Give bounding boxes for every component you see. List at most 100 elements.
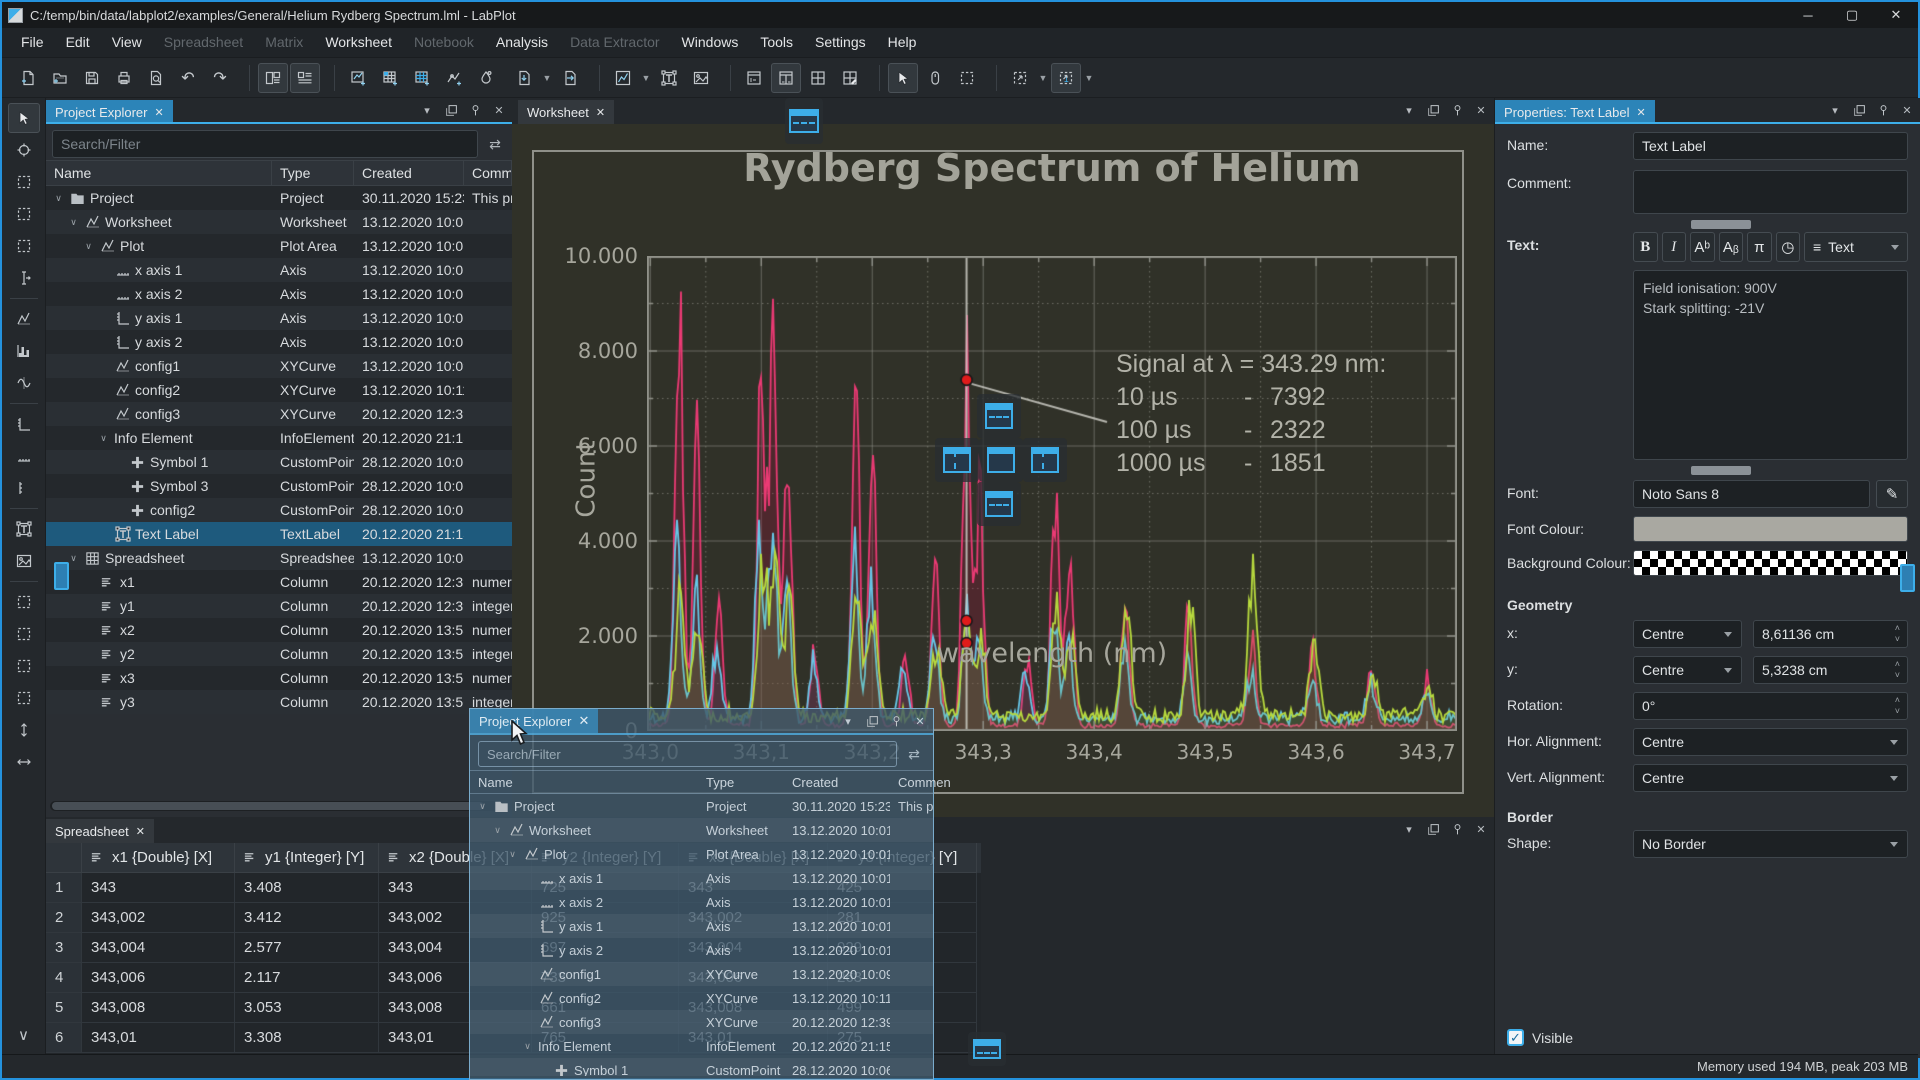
tree-row-x3[interactable]: x3 Column 20.12.2020 13:56 numerical: [46, 666, 512, 690]
row-number[interactable]: 5: [46, 993, 82, 1023]
row-number[interactable]: 4: [46, 963, 82, 993]
bold-button[interactable]: B: [1633, 232, 1658, 262]
name-field[interactable]: Text Label: [1633, 132, 1908, 160]
undo-button[interactable]: ↶: [181, 69, 195, 87]
superscript-button[interactable]: Aᵇ: [1690, 232, 1715, 262]
tree-row-info-element[interactable]: ∨ Info Element InfoElement 20.12.2020 21:15: [46, 426, 512, 450]
y-value-spinbox[interactable]: 5,3238 cm: [1753, 656, 1908, 684]
shift-left-button[interactable]: [8, 587, 40, 617]
table-cell[interactable]: 343: [82, 873, 235, 903]
select-mode-button[interactable]: [888, 62, 918, 93]
zoom-selection-tool-button[interactable]: [8, 167, 40, 197]
expander-icon[interactable]: ∨: [524, 1040, 531, 1051]
zoom-original-button[interactable]: 1: [1051, 62, 1081, 93]
tree-row-x-axis-1[interactable]: x axis 1 Axis 13.12.2020 10:01: [470, 866, 933, 890]
tab-project-explorer[interactable]: Project Explorer ✕: [46, 100, 173, 124]
float-icon[interactable]: [865, 714, 879, 728]
close-button[interactable]: ✕: [1890, 7, 1902, 22]
tree-row-y1[interactable]: y1 Column 20.12.2020 12:39 integer da: [46, 594, 512, 618]
tree-row-x2[interactable]: x2 Column 20.12.2020 13:55 numerical: [46, 618, 512, 642]
row-number[interactable]: 1: [46, 873, 82, 903]
float-icon[interactable]: [1852, 103, 1866, 117]
tab-project-explorer-floating[interactable]: Project Explorer ✕: [470, 709, 599, 733]
expander-icon[interactable]: ∨: [494, 824, 501, 835]
font-field[interactable]: Noto Sans 8: [1633, 480, 1870, 508]
add-histogram-button[interactable]: [8, 336, 40, 366]
shape-combobox[interactable]: No Border: [1633, 830, 1908, 858]
pin-icon[interactable]: [468, 103, 482, 117]
tree-row-config2[interactable]: config2 CustomPoint 28.12.2020 10:06: [46, 498, 512, 522]
vert-alignment-combobox[interactable]: Centre: [1633, 764, 1908, 792]
background-colour-swatch[interactable]: [1633, 550, 1908, 576]
tree-row-symbol-3[interactable]: Symbol 3 CustomPoint 28.12.2020 10:06: [46, 474, 512, 498]
expander-icon[interactable]: ∨: [70, 552, 77, 563]
zoom-y-selection-tool-button[interactable]: [8, 231, 40, 261]
add-xy-curve-button[interactable]: [8, 304, 40, 334]
close-icon[interactable]: ✕: [154, 106, 164, 119]
table-cell[interactable]: 343,006: [82, 963, 235, 993]
tab-properties[interactable]: Properties: Text Label ✕: [1495, 100, 1655, 124]
save-project-button[interactable]: [77, 63, 107, 93]
horizontal-scrollbar[interactable]: [50, 801, 502, 811]
resize-handle[interactable]: [1690, 466, 1751, 475]
tree-row-config3[interactable]: config3 XYCurve 20.12.2020 12:39: [470, 1010, 933, 1034]
expander-icon[interactable]: ∨: [85, 240, 92, 251]
row-number[interactable]: 2: [46, 903, 82, 933]
close-icon[interactable]: ✕: [595, 106, 606, 119]
expander-icon[interactable]: ∨: [100, 432, 107, 443]
toggle-properties-explorer-button[interactable]: [290, 62, 320, 93]
new-worksheet-button[interactable]: [343, 63, 373, 93]
label-text-area[interactable]: Field ionisation: 900V Stark splitting: …: [1633, 270, 1908, 460]
scale-auto-button[interactable]: [8, 715, 40, 745]
expander-icon[interactable]: ∨: [55, 192, 62, 203]
row-number[interactable]: 6: [46, 1023, 82, 1053]
tree-row-config2[interactable]: config2 XYCurve 13.12.2020 10:11: [470, 986, 933, 1010]
datetime-button[interactable]: ◷: [1775, 232, 1800, 262]
tree-row-symbol-1[interactable]: Symbol 1 CustomPoint 28.12.2020 10:06: [46, 450, 512, 474]
maximize-button[interactable]: ▢: [1845, 7, 1859, 22]
layout-break-button[interactable]: [835, 63, 865, 93]
tree-row-plot[interactable]: ∨ Plot Plot Area 13.12.2020 10:01: [46, 234, 512, 258]
cursor-tool-button[interactable]: [8, 263, 40, 293]
close-icon[interactable]: ✕: [1476, 823, 1486, 836]
float-icon[interactable]: [1426, 103, 1440, 117]
tree-row-x-axis-2[interactable]: x axis 2 Axis 13.12.2020 10:01: [46, 282, 512, 306]
menu-help[interactable]: Help: [887, 34, 917, 50]
resize-handle[interactable]: [1690, 220, 1751, 229]
new-spreadsheet-button[interactable]: [375, 63, 405, 93]
y-axis-title[interactable]: Count: [571, 440, 602, 518]
float-icon[interactable]: [444, 103, 458, 117]
tree-row-project[interactable]: ∨ Project Project 30.11.2020 15:23 This proj…: [46, 186, 512, 210]
tree-row-config1[interactable]: config1 XYCurve 13.12.2020 10:09: [470, 962, 933, 986]
tree-row-plot[interactable]: ∨ Plot Plot Area 13.12.2020 10:01: [470, 842, 933, 866]
new-datapicker-button[interactable]: [439, 63, 469, 93]
plot-title[interactable]: Rydberg Spectrum of Helium: [743, 146, 1361, 190]
comment-field[interactable]: [1633, 170, 1908, 214]
x-anchor-combobox[interactable]: Centre: [1633, 620, 1742, 648]
tree-row-y-axis-2[interactable]: y axis 2 Axis 13.12.2020 10:01: [46, 330, 512, 354]
new-plot-dropdown[interactable]: ▼: [641, 72, 651, 83]
new-matrix-button[interactable]: [407, 63, 437, 93]
zoom-fit-button[interactable]: [1005, 63, 1035, 93]
spectrum-plot[interactable]: [647, 256, 1457, 731]
worksheet-canvas[interactable]: Rydberg Spectrum of Helium 02.0004.0006.…: [512, 124, 1494, 817]
pin-icon[interactable]: [1876, 103, 1890, 117]
tree-row-text-label[interactable]: Text Label TextLabel 20.12.2020 21:13: [46, 522, 512, 546]
hor-alignment-combobox[interactable]: Centre: [1633, 728, 1908, 756]
float-icon[interactable]: [1426, 822, 1440, 836]
new-notebook-button[interactable]: [471, 63, 501, 93]
shift-up-button[interactable]: [8, 651, 40, 681]
table-cell[interactable]: 3.308: [235, 1023, 379, 1053]
tree-row-x1[interactable]: x1 Column 20.12.2020 12:39 numerical: [46, 570, 512, 594]
shift-right-button[interactable]: [8, 619, 40, 649]
filter-options-icon[interactable]: ⇄: [908, 745, 920, 762]
navigate-mode-button[interactable]: [920, 63, 950, 93]
pin-icon[interactable]: [889, 714, 903, 728]
subscript-button[interactable]: Aᵦ: [1718, 232, 1743, 262]
menu-edit[interactable]: Edit: [65, 34, 90, 50]
layout-horizontal-button[interactable]: [771, 62, 801, 93]
add-axis-button[interactable]: [8, 473, 40, 503]
tab-spreadsheet[interactable]: Spreadsheet ✕: [46, 819, 154, 843]
tree-row-worksheet[interactable]: ∨ Worksheet Worksheet 13.12.2020 10:01: [470, 818, 933, 842]
add-image-button[interactable]: [686, 63, 716, 93]
